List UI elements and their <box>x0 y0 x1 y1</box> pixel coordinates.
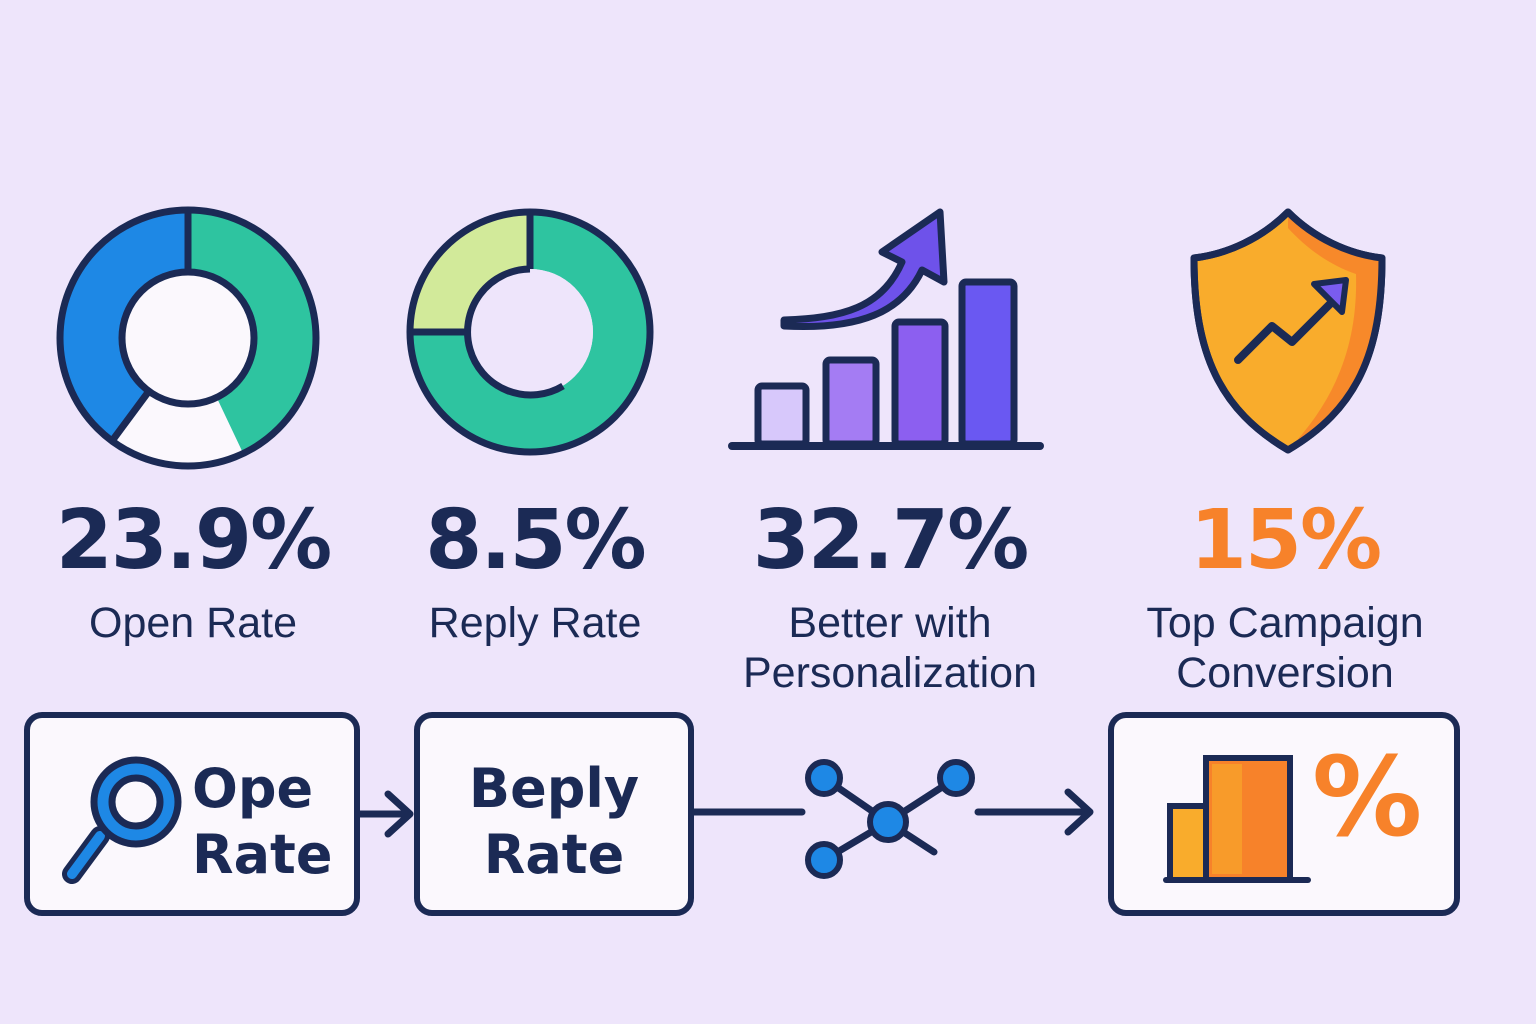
bar-chart-growth-icon <box>728 208 1044 450</box>
open-rate-box-text: Ope Rate <box>192 756 332 888</box>
personalization-value: 32.7% <box>752 493 1029 588</box>
reply-rate-box <box>414 712 694 916</box>
personalization-label-line2: Personalization <box>742 649 1037 697</box>
open-rate-value: 23.9% <box>55 493 332 588</box>
magnifier-icon <box>62 756 182 884</box>
bar-percent-icon <box>1163 755 1311 883</box>
donut-chart-icon <box>56 206 320 470</box>
reply-rate-box-line2: Rate <box>483 823 625 886</box>
conversion-label: Top Campaign Conversion <box>1110 598 1460 698</box>
personalization-label-line1: Better with <box>788 599 992 647</box>
conversion-label-line1: Top Campaign <box>1146 599 1424 647</box>
arrow-right-icon <box>358 790 414 838</box>
reply-rate-value: 8.5% <box>425 493 646 588</box>
open-rate-box-line1: Ope <box>192 757 314 820</box>
open-rate-box-line2: Rate <box>192 823 333 886</box>
donut-chart-icon <box>406 208 654 456</box>
personalization-label: Better with Personalization <box>710 598 1070 698</box>
reply-rate-label: Reply Rate <box>428 599 642 647</box>
open-rate-box <box>24 712 360 916</box>
reply-rate-box-text: Beply Rate <box>414 756 694 888</box>
shield-trend-icon <box>1190 208 1386 454</box>
open-rate-label: Open Rate <box>89 599 297 647</box>
conversion-label-line2: Conversion <box>1176 649 1394 697</box>
network-nodes-icon <box>692 759 1094 879</box>
percent-symbol: % <box>1312 733 1423 861</box>
reply-rate-box-line1: Beply <box>468 757 640 820</box>
conversion-value: 15% <box>1189 493 1382 588</box>
